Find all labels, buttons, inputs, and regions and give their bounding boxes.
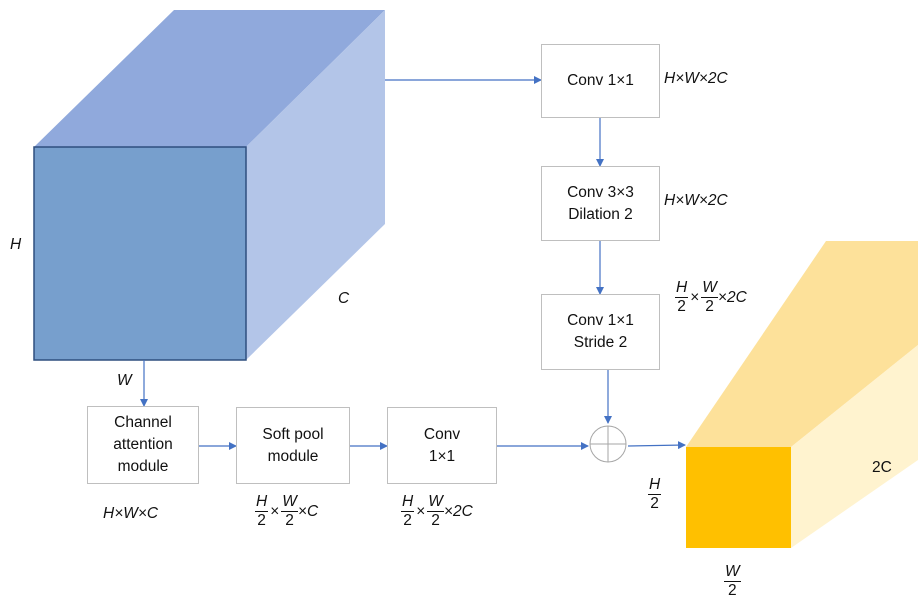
- frac-den: 2: [705, 298, 714, 315]
- conv-bottom-line-1: Conv: [423, 425, 461, 443]
- input-height-label: H: [10, 236, 22, 253]
- conv1x1-top-line-1: Conv 1×1: [567, 72, 634, 89]
- channel-attention-box: Channel attention module: [87, 406, 199, 484]
- conv-bottom-box: Conv 1×1: [387, 407, 497, 484]
- conv3x3-dims-label: H×W×2C: [664, 192, 728, 209]
- channel-attention-dims-label: H×W×C: [103, 505, 159, 522]
- frac-den: 2: [403, 512, 412, 529]
- frac-num: W: [724, 563, 741, 582]
- conv3x3-line-2: Dilation 2: [568, 205, 633, 223]
- frac-num: W: [281, 493, 298, 512]
- frac-num: H: [255, 493, 269, 512]
- times-sign: ×: [270, 502, 280, 520]
- channel-attention-line-1: Channel: [114, 414, 172, 431]
- input-cube-side-face: [246, 10, 385, 360]
- channel-attention-line-2: attention: [113, 436, 173, 453]
- conv-bottom-line-2: 1×1: [428, 447, 456, 465]
- conv-stride-line-2: Stride 2: [573, 334, 628, 351]
- input-width-label: W: [117, 372, 132, 389]
- frac-den: 2: [257, 512, 266, 529]
- frac-num: H: [401, 493, 415, 512]
- frac-tail: ×2C: [717, 288, 747, 306]
- times-sign: ×: [690, 288, 700, 306]
- conv1x1-dims-label: H×W×2C: [664, 70, 728, 87]
- frac-den: 2: [677, 298, 686, 315]
- frac-num: W: [427, 493, 444, 512]
- output-channel-text: 2C: [872, 459, 892, 476]
- input-cube-top-face: [34, 10, 385, 147]
- input-channel-label: C: [338, 290, 350, 307]
- frac-num: H: [648, 476, 662, 495]
- conv1x1-stride-box: Conv 1×1 Stride 2: [541, 294, 660, 370]
- soft-pool-line-2: module: [267, 447, 319, 465]
- conv-stride-line-1: Conv 1×1: [567, 312, 634, 329]
- frac-num: H: [675, 279, 689, 298]
- input-cube-front-face: [33, 146, 247, 361]
- output-cube-side-face: [791, 345, 918, 548]
- frac-den: 2: [728, 582, 737, 599]
- output-channel-label: 2C: [872, 459, 892, 477]
- frac-num: W: [701, 279, 718, 298]
- frac-tail: ×C: [297, 502, 319, 520]
- frac-den: 2: [650, 495, 659, 512]
- conv1x1-top-box: Conv 1×1: [541, 44, 660, 118]
- frac-tail: ×2C: [443, 502, 473, 520]
- arrow-sum-to-output: [627, 441, 686, 450]
- conv3x3-dilation-box: Conv 3×3 Dilation 2: [541, 166, 660, 241]
- conv3x3-line-1: Conv 3×3: [567, 183, 634, 201]
- channel-attention-line-3: module: [117, 458, 169, 475]
- soft-pool-box: Soft pool module: [236, 407, 350, 484]
- frac-den: 2: [285, 512, 294, 529]
- frac-den: 2: [431, 512, 440, 529]
- soft-pool-line-1: Soft pool: [262, 425, 324, 443]
- output-cube-front-face: [686, 447, 791, 548]
- times-sign: ×: [416, 502, 426, 520]
- sum-icon: [589, 425, 627, 463]
- output-cube-top-face: [686, 241, 918, 447]
